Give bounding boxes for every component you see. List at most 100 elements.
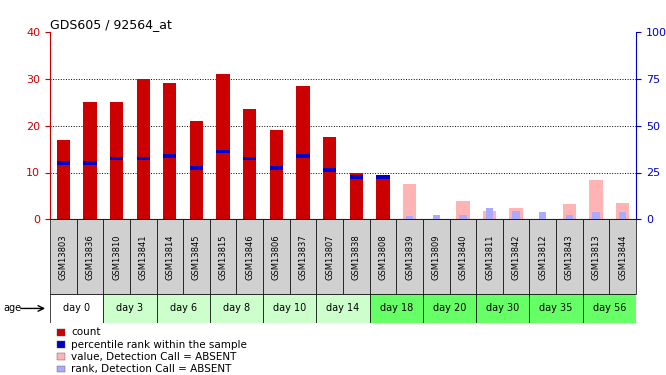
- Bar: [110, 157, 123, 160]
- Text: day 10: day 10: [273, 303, 306, 313]
- Bar: [83, 102, 97, 219]
- Bar: [270, 166, 283, 170]
- Bar: [592, 212, 599, 219]
- Bar: [103, 219, 130, 294]
- Bar: [296, 154, 310, 158]
- Bar: [343, 219, 370, 294]
- Bar: [157, 219, 183, 294]
- Bar: [243, 109, 256, 219]
- Bar: [539, 212, 546, 219]
- Text: percentile rank within the sample: percentile rank within the sample: [71, 339, 247, 350]
- Text: GSM13812: GSM13812: [538, 234, 547, 280]
- Text: day 30: day 30: [486, 303, 519, 313]
- Text: day 56: day 56: [593, 303, 626, 313]
- Bar: [296, 86, 310, 219]
- Bar: [137, 79, 150, 219]
- Bar: [50, 219, 77, 294]
- Bar: [476, 294, 529, 322]
- Text: day 18: day 18: [380, 303, 413, 313]
- Bar: [163, 84, 176, 219]
- Text: GSM13842: GSM13842: [511, 234, 521, 280]
- Bar: [616, 203, 629, 219]
- Text: GDS605 / 92564_at: GDS605 / 92564_at: [50, 18, 172, 31]
- Bar: [619, 212, 626, 219]
- Bar: [190, 121, 203, 219]
- Bar: [370, 294, 423, 322]
- Bar: [50, 294, 103, 322]
- Text: GSM13838: GSM13838: [352, 234, 361, 280]
- Text: GSM13808: GSM13808: [378, 234, 388, 280]
- Text: count: count: [71, 327, 101, 338]
- Bar: [210, 219, 236, 294]
- Bar: [350, 176, 363, 179]
- Text: GSM13837: GSM13837: [298, 234, 308, 280]
- Text: day 20: day 20: [433, 303, 466, 313]
- Bar: [316, 219, 343, 294]
- Bar: [57, 161, 70, 165]
- Text: day 6: day 6: [170, 303, 196, 313]
- Bar: [583, 219, 609, 294]
- Bar: [130, 219, 157, 294]
- Text: GSM13839: GSM13839: [405, 234, 414, 280]
- Bar: [565, 214, 573, 219]
- Bar: [210, 294, 263, 322]
- Text: GSM13846: GSM13846: [245, 234, 254, 280]
- Bar: [270, 130, 283, 219]
- Bar: [57, 366, 65, 372]
- Bar: [57, 353, 65, 360]
- Bar: [529, 294, 583, 322]
- Bar: [216, 150, 230, 153]
- Bar: [137, 157, 150, 160]
- Text: GSM13803: GSM13803: [59, 234, 68, 280]
- Bar: [483, 211, 496, 219]
- Bar: [216, 74, 230, 219]
- Bar: [316, 294, 370, 322]
- Text: GSM13841: GSM13841: [139, 234, 148, 280]
- Bar: [406, 216, 413, 219]
- Bar: [263, 219, 290, 294]
- Bar: [263, 294, 316, 322]
- Bar: [83, 161, 97, 165]
- Bar: [583, 294, 636, 322]
- Bar: [110, 102, 123, 219]
- Bar: [243, 157, 256, 160]
- Text: day 3: day 3: [117, 303, 143, 313]
- Bar: [529, 219, 556, 294]
- Bar: [459, 214, 466, 219]
- Text: age: age: [3, 303, 21, 313]
- Bar: [370, 219, 396, 294]
- Text: GSM13806: GSM13806: [272, 234, 281, 280]
- Text: day 14: day 14: [326, 303, 360, 313]
- Bar: [456, 201, 470, 219]
- Text: rank, Detection Call = ABSENT: rank, Detection Call = ABSENT: [71, 364, 232, 374]
- Bar: [609, 219, 636, 294]
- Text: GSM13814: GSM13814: [165, 234, 174, 280]
- Bar: [589, 180, 603, 219]
- Bar: [376, 177, 390, 219]
- Bar: [57, 341, 65, 348]
- Text: GSM13843: GSM13843: [565, 234, 574, 280]
- Bar: [403, 184, 416, 219]
- Bar: [450, 219, 476, 294]
- Text: GSM13844: GSM13844: [618, 234, 627, 280]
- Bar: [509, 208, 523, 219]
- Bar: [57, 329, 65, 336]
- Bar: [57, 140, 70, 219]
- Text: GSM13810: GSM13810: [112, 234, 121, 280]
- Text: GSM13840: GSM13840: [458, 234, 468, 280]
- Text: GSM13809: GSM13809: [432, 234, 441, 280]
- Bar: [290, 219, 316, 294]
- Bar: [183, 219, 210, 294]
- Text: day 0: day 0: [63, 303, 90, 313]
- Bar: [190, 166, 203, 170]
- Text: GSM13807: GSM13807: [325, 234, 334, 280]
- Text: GSM13815: GSM13815: [218, 234, 228, 280]
- Bar: [513, 211, 519, 219]
- Bar: [423, 294, 476, 322]
- Bar: [486, 208, 493, 219]
- Bar: [432, 214, 440, 219]
- Bar: [503, 219, 529, 294]
- Bar: [396, 219, 423, 294]
- Text: GSM13813: GSM13813: [591, 234, 601, 280]
- Bar: [103, 294, 157, 322]
